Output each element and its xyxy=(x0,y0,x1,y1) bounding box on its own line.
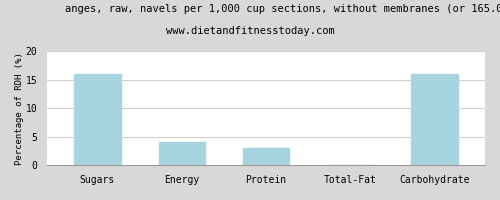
Bar xyxy=(74,74,120,165)
Text: www.dietandfitnesstoday.com: www.dietandfitnesstoday.com xyxy=(166,26,334,36)
Bar xyxy=(243,148,289,165)
Y-axis label: Percentage of RDH (%): Percentage of RDH (%) xyxy=(15,52,24,165)
Bar xyxy=(412,74,458,165)
Text: anges, raw, navels per 1,000 cup sections, without membranes (or 165.00: anges, raw, navels per 1,000 cup section… xyxy=(65,4,500,14)
Bar xyxy=(158,142,205,165)
